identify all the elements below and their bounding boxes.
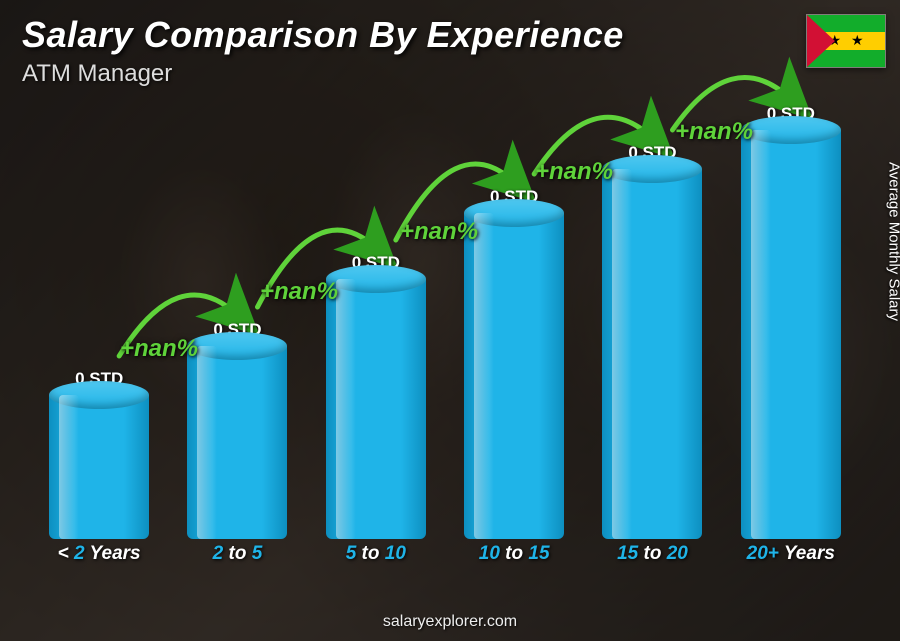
bar-group: 0 STD [736, 104, 846, 539]
x-axis-category: 10 to 15 [459, 543, 569, 571]
bar-top-ellipse [741, 116, 841, 144]
country-flag: ★ ★ [806, 14, 886, 68]
x-axis-category: < 2 Years [44, 543, 154, 571]
bar-group: 0 STD [597, 143, 707, 539]
bar [464, 213, 564, 539]
bar-group: 0 STD [44, 369, 154, 539]
bar-top-ellipse [187, 332, 287, 360]
x-axis-category: 2 to 5 [182, 543, 292, 571]
bar-group: 0 STD [182, 320, 292, 539]
chart-subtitle: ATM Manager [22, 60, 172, 88]
bar-top-ellipse [49, 381, 149, 409]
bar-body [49, 395, 149, 539]
bar [187, 346, 287, 539]
bar-body [326, 279, 426, 539]
chart-title: Salary Comparison By Experience [22, 14, 624, 56]
bar-top-ellipse [326, 265, 426, 293]
bar-top-ellipse [602, 155, 702, 183]
bar-group: 0 STD [459, 187, 569, 539]
bars-container: 0 STD0 STD0 STD0 STD0 STD0 STD [30, 119, 860, 539]
x-axis-category: 5 to 10 [321, 543, 431, 571]
bar-chart: 0 STD0 STD0 STD0 STD0 STD0 STD +nan%+nan… [30, 110, 860, 571]
bar [326, 279, 426, 539]
bar-body [187, 346, 287, 539]
bar [741, 130, 841, 539]
x-axis-labels: < 2 Years 2 to 5 5 to 10 10 to 15 15 to 20 20… [30, 543, 860, 571]
bar [49, 395, 149, 539]
x-axis-category: 20+ Years [736, 543, 846, 571]
bar-body [741, 130, 841, 539]
flag-triangle [807, 15, 835, 67]
bar-top-ellipse [464, 199, 564, 227]
bar-body [602, 169, 702, 539]
footer-attribution: salaryexplorer.com [0, 613, 900, 631]
bar-group: 0 STD [321, 253, 431, 539]
bar-body [464, 213, 564, 539]
bar [602, 169, 702, 539]
infographic-stage: Salary Comparison By Experience ATM Mana… [0, 0, 900, 641]
x-axis-category: 15 to 20 [597, 543, 707, 571]
y-axis-label: Average Monthly Salary [886, 162, 900, 321]
flag-star-icon: ★ [851, 32, 864, 49]
